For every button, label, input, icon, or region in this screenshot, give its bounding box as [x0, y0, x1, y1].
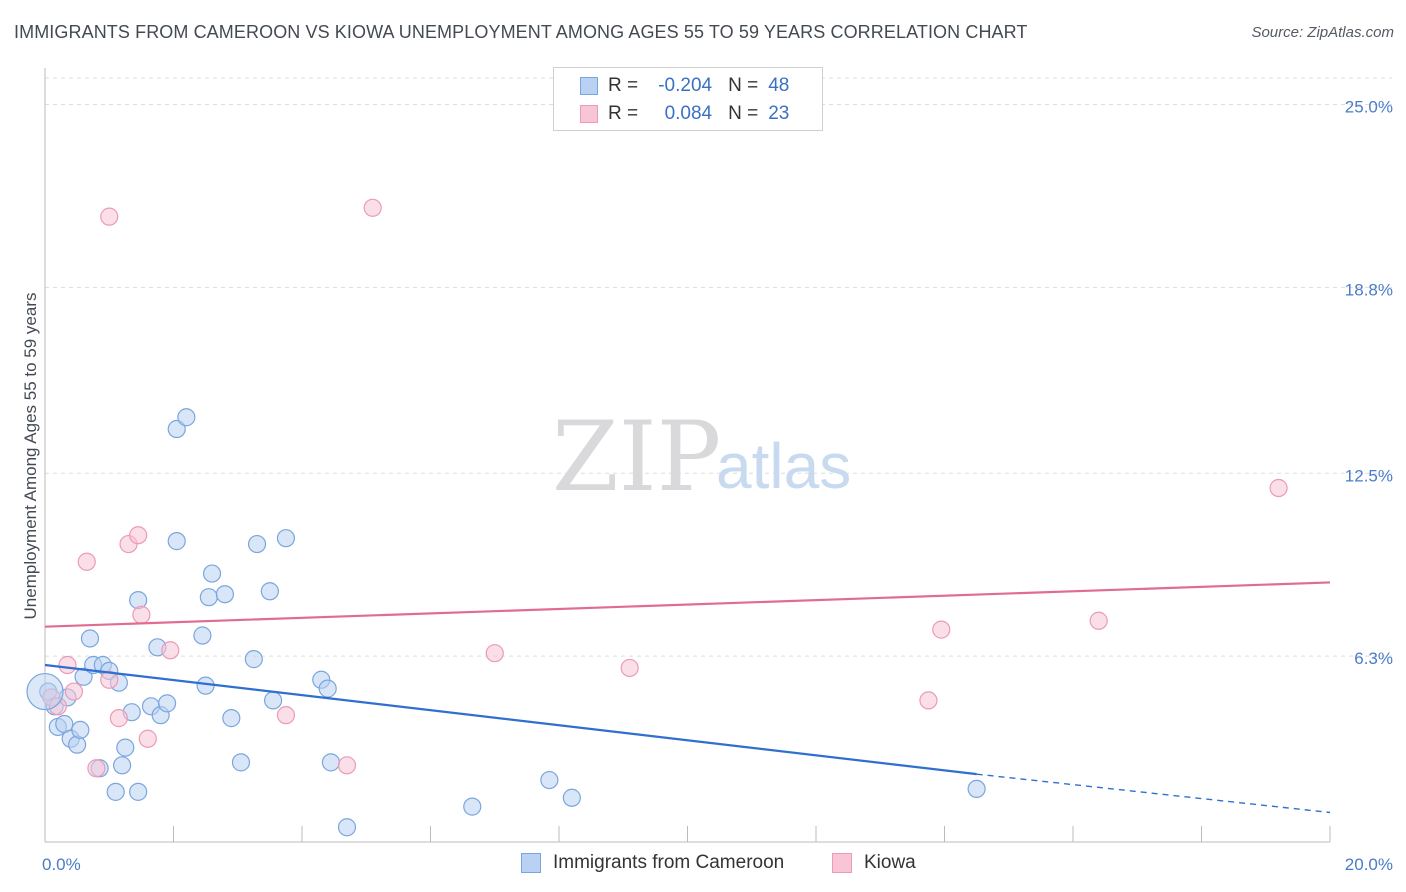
point-cameroon: [540, 770, 559, 790]
point-kiowa: [132, 605, 151, 624]
point-kiowa: [919, 691, 938, 710]
chart-title: IMMIGRANTS FROM CAMEROON VS KIOWA UNEMPL…: [14, 22, 1028, 42]
point-cameroon: [68, 735, 87, 754]
watermark-zip: ZIP: [552, 401, 721, 513]
correlation-legend: R = -0.204 N = 48 R = 0.084 N = 23: [553, 67, 823, 131]
point-kiowa: [1269, 478, 1288, 498]
point-cameroon: [157, 694, 177, 713]
point-cameroon: [318, 679, 337, 698]
point-cameroon: [167, 419, 186, 439]
legend-r-label: R =: [608, 75, 639, 96]
series-legend: Immigrants from Cameroon Kiowa: [0, 852, 1406, 878]
point-cameroon: [112, 756, 132, 775]
legend-r-value: -0.204: [658, 75, 713, 96]
point-cameroon: [129, 591, 148, 610]
point-cameroon: [260, 582, 279, 601]
tick-labels: 25.0% 18.8% 12.5% 6.3% 0.0% 20.0%: [42, 98, 1393, 874]
legend-swatch-blue: [521, 853, 541, 873]
grid-lines: [45, 77, 1392, 657]
legend-n-value: 23: [768, 103, 790, 124]
watermark-atlas: atlas: [716, 430, 851, 502]
legend-label-cameroon: Immigrants from Cameroon: [553, 852, 785, 873]
trend-lines: [44, 581, 1331, 814]
point-kiowa: [363, 198, 382, 217]
point-kiowa: [1089, 611, 1108, 630]
point-kiowa: [276, 706, 296, 725]
point-kiowa: [100, 207, 119, 226]
legend-swatch-pink: [832, 853, 852, 873]
point-cameroon: [244, 650, 263, 669]
point-cameroon-cluster: [26, 672, 64, 711]
point-cameroon: [321, 753, 341, 772]
legend-label-kiowa: Kiowa: [864, 852, 916, 873]
legend-row-kiowa: R = 0.084 N = 23: [580, 101, 789, 127]
y-tick-label: 12.5%: [1345, 466, 1393, 485]
point-cameroon: [167, 532, 186, 551]
point-cameroon: [106, 782, 125, 801]
point-cameroon: [74, 667, 93, 686]
watermark: ZIP atlas: [552, 401, 851, 513]
point-cameroon: [116, 738, 135, 757]
source-attribution: Source: ZipAtlas.com: [1251, 24, 1394, 41]
point-kiowa: [161, 641, 180, 660]
point-kiowa: [337, 756, 357, 775]
point-cameroon: [463, 797, 482, 816]
x-tick-label: 0.0%: [42, 855, 81, 874]
legend-n-label: N =: [728, 103, 759, 124]
y-axis-title: Unemployment Among Ages 55 to 59 years: [21, 293, 40, 620]
point-cameroon: [202, 564, 222, 583]
point-cameroon: [562, 788, 581, 807]
legend-swatch-blue: [580, 77, 598, 95]
point-cameroon: [71, 720, 90, 740]
point-cameroon: [177, 408, 196, 427]
point-cameroon: [80, 629, 100, 648]
point-cameroon: [263, 691, 283, 710]
legend-n-label: N =: [728, 75, 759, 96]
legend-row-cameroon: R = -0.204 N = 48: [580, 73, 789, 99]
legend-r-value: 0.084: [664, 103, 713, 124]
point-kiowa: [620, 658, 639, 678]
data-points: [26, 198, 1288, 837]
point-kiowa: [64, 682, 84, 701]
point-cameroon: [231, 753, 251, 772]
point-cameroon: [337, 818, 357, 837]
point-cameroon: [222, 709, 241, 728]
point-kiowa: [129, 526, 148, 545]
trend-line-cameroon-extension: [976, 773, 1331, 814]
point-kiowa: [100, 670, 119, 689]
y-tick-label: 25.0%: [1345, 98, 1393, 117]
point-cameroon: [193, 626, 212, 645]
legend-swatch-pink: [580, 105, 598, 123]
point-kiowa: [138, 729, 157, 748]
axes: [44, 68, 1331, 843]
point-kiowa: [77, 552, 96, 571]
x-tick-label: 20.0%: [1345, 855, 1393, 874]
y-tick-label: 6.3%: [1354, 649, 1393, 668]
point-cameroon: [967, 779, 986, 799]
trend-line-kiowa: [44, 581, 1331, 628]
point-kiowa: [109, 709, 128, 728]
trend-line-cameroon: [44, 663, 977, 776]
point-cameroon: [196, 676, 215, 695]
point-kiowa: [87, 759, 106, 778]
legend-item-kiowa: Kiowa: [832, 852, 916, 874]
point-cameroon: [247, 534, 267, 554]
point-cameroon: [215, 585, 234, 604]
legend-r-label: R =: [608, 103, 639, 124]
point-kiowa: [58, 655, 77, 675]
point-cameroon: [276, 529, 296, 548]
point-cameroon: [129, 782, 148, 801]
point-cameroon: [199, 588, 218, 607]
point-kiowa: [932, 620, 951, 639]
y-tick-label: 18.8%: [1345, 280, 1393, 299]
point-kiowa: [485, 644, 504, 663]
legend-n-value: 48: [768, 75, 790, 96]
legend-item-cameroon: Immigrants from Cameroon: [521, 852, 784, 874]
